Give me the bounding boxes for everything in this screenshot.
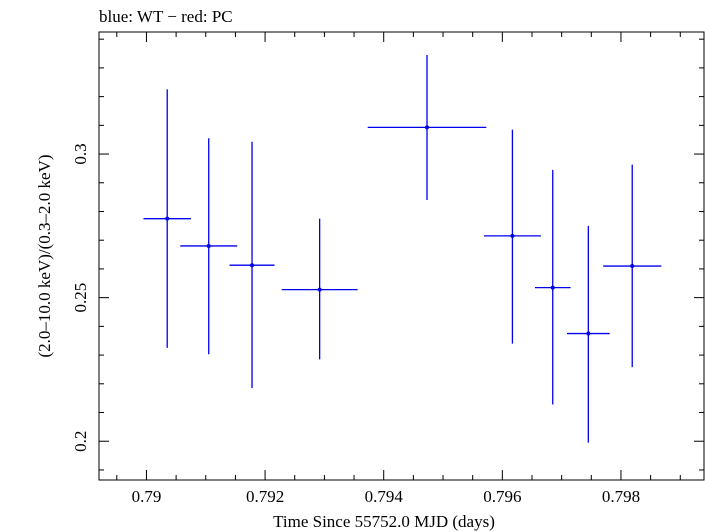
point-marker [425, 125, 430, 130]
data-points [143, 54, 662, 443]
data-point [483, 129, 541, 344]
point-marker [165, 216, 170, 221]
x-tick-label: 0.792 [246, 487, 284, 506]
point-marker [250, 263, 255, 268]
data-point [281, 218, 358, 360]
data-point [367, 54, 487, 200]
x-tick-label: 0.798 [602, 487, 640, 506]
point-marker [550, 285, 555, 290]
y-tick-label: 0.25 [71, 283, 90, 313]
y-tick-label: 0.2 [71, 431, 90, 452]
data-point [229, 141, 275, 389]
data-point [534, 169, 571, 405]
point-marker [510, 233, 515, 238]
data-point [566, 225, 610, 443]
point-marker [630, 264, 635, 269]
data-point [603, 164, 662, 368]
y-axis-label: (2.0–10.0 keV)/(0.3–2.0 keV) [35, 154, 54, 357]
x-tick-label: 0.79 [132, 487, 162, 506]
point-marker [317, 287, 322, 292]
x-tick-label: 0.794 [365, 487, 404, 506]
point-marker [206, 243, 211, 248]
data-point [143, 89, 191, 348]
axis-ticks [99, 32, 704, 480]
plot-frame [98, 31, 705, 481]
x-axis-label: Time Since 55752.0 MJD (days) [273, 512, 495, 531]
y-tick-label: 0.3 [71, 143, 90, 164]
axis-tick-labels: 0.79 0.792 0.794 0.796 0.798 0.2 0.25 0.3 [71, 143, 640, 506]
x-tick-label: 0.796 [483, 487, 521, 506]
chart-title: blue: WT − red: PC [99, 7, 233, 26]
point-marker [586, 331, 591, 336]
data-point [180, 138, 238, 355]
